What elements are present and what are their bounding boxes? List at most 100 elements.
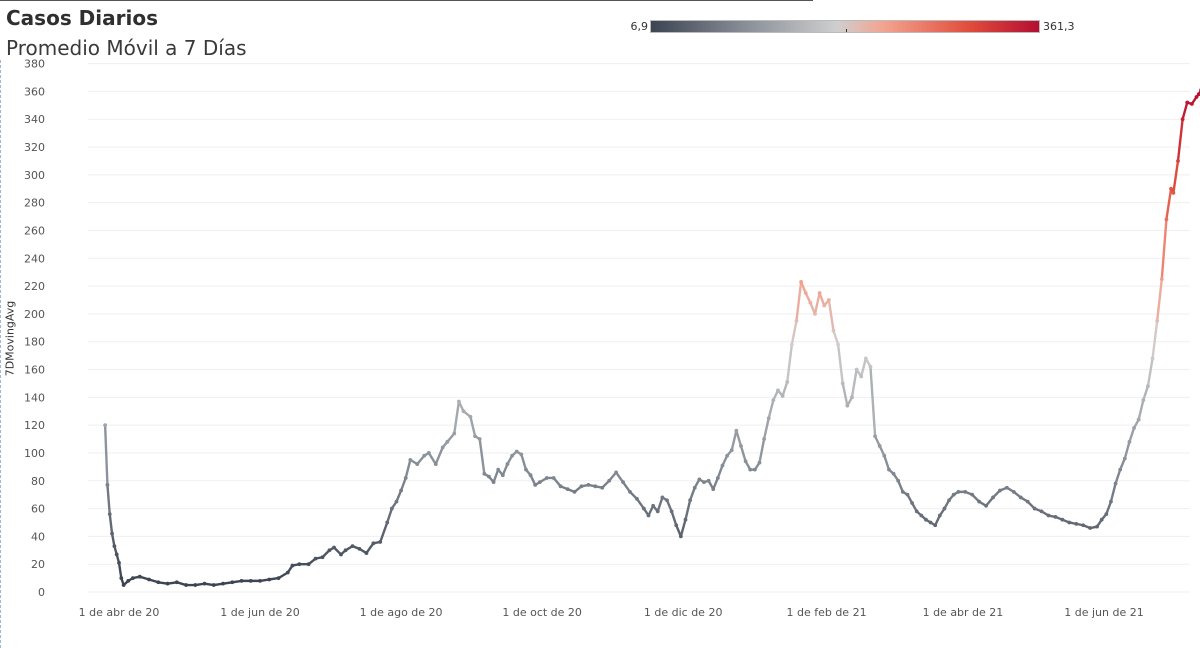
data-point[interactable] xyxy=(706,478,711,483)
data-point[interactable] xyxy=(514,449,519,454)
data-point[interactable] xyxy=(678,534,683,539)
data-point[interactable] xyxy=(137,574,142,579)
data-point[interactable] xyxy=(533,483,538,487)
data-point[interactable] xyxy=(211,583,216,587)
data-point[interactable] xyxy=(794,318,799,323)
data-point[interactable] xyxy=(641,506,646,511)
data-point[interactable] xyxy=(1099,517,1104,522)
data-point[interactable] xyxy=(799,280,804,284)
data-point[interactable] xyxy=(729,448,734,453)
data-point[interactable] xyxy=(984,503,988,508)
data-point[interactable] xyxy=(651,503,656,508)
data-point[interactable] xyxy=(1136,417,1141,422)
data-point[interactable] xyxy=(859,374,864,379)
data-point[interactable] xyxy=(290,563,295,568)
data-point[interactable] xyxy=(121,583,126,587)
data-point[interactable] xyxy=(130,576,135,580)
data-point[interactable] xyxy=(635,496,639,501)
data-point[interactable] xyxy=(433,462,438,466)
data-point[interactable] xyxy=(415,462,420,466)
data-point[interactable] xyxy=(165,581,170,586)
data-point[interactable] xyxy=(900,489,905,494)
data-point[interactable] xyxy=(697,477,702,482)
data-point[interactable] xyxy=(426,451,431,455)
data-point[interactable] xyxy=(1074,521,1079,526)
data-point[interactable] xyxy=(558,484,563,489)
data-point[interactable] xyxy=(202,581,207,586)
data-point[interactable] xyxy=(1194,95,1199,99)
data-point[interactable] xyxy=(1146,384,1150,389)
data-point[interactable] xyxy=(822,303,827,308)
data-point[interactable] xyxy=(1067,520,1072,525)
data-point[interactable] xyxy=(660,495,665,500)
data-point[interactable] xyxy=(422,453,427,458)
data-point[interactable] xyxy=(845,403,850,408)
data-point[interactable] xyxy=(297,562,302,567)
data-point[interactable] xyxy=(711,487,716,492)
data-point[interactable] xyxy=(665,498,669,503)
data-point[interactable] xyxy=(1127,439,1132,444)
data-point[interactable] xyxy=(105,483,110,487)
data-point[interactable] xyxy=(408,458,413,462)
data-point[interactable] xyxy=(702,480,706,485)
data-point[interactable] xyxy=(692,485,697,490)
data-point[interactable] xyxy=(628,489,632,494)
data-point[interactable] xyxy=(910,501,914,505)
data-point[interactable] xyxy=(937,513,942,518)
data-point[interactable] xyxy=(114,552,119,557)
data-point[interactable] xyxy=(230,580,235,585)
data-point[interactable] xyxy=(306,562,311,567)
data-point[interactable] xyxy=(826,298,831,302)
data-point[interactable] xyxy=(1132,426,1136,430)
data-point[interactable] xyxy=(378,540,383,544)
data-point[interactable] xyxy=(970,492,975,497)
data-point[interactable] xyxy=(817,291,822,295)
data-point[interactable] xyxy=(840,381,845,386)
data-point[interactable] xyxy=(1053,515,1058,519)
data-point[interactable] xyxy=(371,541,376,546)
data-point[interactable] xyxy=(248,578,253,583)
data-point[interactable] xyxy=(327,548,332,553)
data-point[interactable] xyxy=(646,513,651,518)
data-point[interactable] xyxy=(785,380,790,384)
data-point[interactable] xyxy=(313,556,318,561)
data-point[interactable] xyxy=(1169,186,1173,191)
data-point[interactable] xyxy=(468,414,473,419)
data-point[interactable] xyxy=(808,300,813,305)
data-point[interactable] xyxy=(896,478,901,483)
data-point[interactable] xyxy=(477,437,482,441)
data-point[interactable] xyxy=(544,476,549,480)
data-point[interactable] xyxy=(882,453,887,458)
data-point[interactable] xyxy=(831,328,836,333)
data-point[interactable] xyxy=(762,437,767,441)
data-point[interactable] xyxy=(877,444,882,448)
data-point[interactable] xyxy=(1109,499,1113,504)
data-point[interactable] xyxy=(725,453,730,458)
data-point[interactable] xyxy=(1118,467,1123,472)
data-point[interactable] xyxy=(193,583,198,587)
data-point[interactable] xyxy=(600,485,605,490)
data-point[interactable] xyxy=(743,459,748,464)
data-point[interactable] xyxy=(688,498,693,503)
data-point[interactable] xyxy=(385,520,390,525)
data-point[interactable] xyxy=(1189,102,1194,106)
data-point[interactable] xyxy=(147,577,151,582)
data-point[interactable] xyxy=(1180,117,1185,122)
data-point[interactable] xyxy=(184,583,188,587)
data-point[interactable] xyxy=(519,452,524,457)
data-point[interactable] xyxy=(285,570,290,575)
data-point[interactable] xyxy=(221,581,225,586)
data-point[interactable] xyxy=(776,388,780,393)
data-point[interactable] xyxy=(887,467,891,472)
data-point[interactable] xyxy=(1081,523,1086,528)
data-point[interactable] xyxy=(339,552,343,557)
data-point[interactable] xyxy=(813,312,817,316)
data-point[interactable] xyxy=(1004,485,1009,490)
data-point[interactable] xyxy=(156,580,161,585)
data-point[interactable] xyxy=(445,439,450,444)
data-point[interactable] xyxy=(891,471,896,476)
data-point[interactable] xyxy=(914,509,919,514)
data-point[interactable] xyxy=(963,489,968,494)
data-point[interactable] xyxy=(119,576,124,580)
data-point[interactable] xyxy=(734,428,739,433)
